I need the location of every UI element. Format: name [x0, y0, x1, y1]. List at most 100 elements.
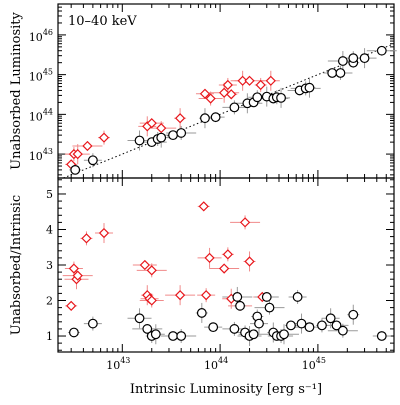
- circle-data-point: [337, 56, 348, 66]
- x-tick-label: 1045: [302, 356, 326, 372]
- circle-data-point: [325, 313, 336, 324]
- circle-data-point: [304, 322, 315, 333]
- circle-data-point: [348, 53, 359, 64]
- circle-data-point: [317, 320, 327, 331]
- circle-data-point: [210, 112, 221, 123]
- bottom-panel: [57, 177, 395, 353]
- diamond-data-point: [174, 113, 186, 124]
- circle-data-point: [337, 325, 348, 336]
- one-to-one-reference-line: [63, 43, 395, 179]
- y-tick-label: 1045: [29, 68, 53, 84]
- circle-data-point: [87, 155, 98, 166]
- circle-data-point: [279, 329, 289, 340]
- bottom-panel-markers: [66, 201, 387, 341]
- diamond-data-point: [81, 233, 92, 244]
- y-tick-label: 1: [46, 330, 53, 343]
- bottom-panel-ticks: [58, 178, 395, 352]
- x-tick-label: 1044: [204, 356, 228, 372]
- circle-data-point: [229, 324, 240, 334]
- circle-data-point: [70, 164, 81, 175]
- diamond-data-point: [201, 290, 212, 301]
- circle-data-point: [248, 329, 259, 340]
- circle-data-point: [235, 300, 245, 311]
- energy-band-label: 10–40 keV: [68, 14, 137, 29]
- circle-data-point: [348, 309, 359, 320]
- circle-data-point: [229, 102, 240, 113]
- circle-data-point: [134, 135, 145, 146]
- diamond-data-point: [146, 118, 157, 129]
- y-tick-label: 4: [46, 223, 53, 236]
- circle-data-point: [200, 113, 210, 124]
- circle-data-point: [156, 132, 167, 143]
- circle-data-point: [176, 128, 187, 138]
- circle-data-point: [264, 302, 275, 313]
- diamond-data-point: [156, 122, 167, 134]
- diamond-data-point: [255, 79, 266, 91]
- circle-data-point: [232, 292, 243, 302]
- x-tick-label: 1043: [106, 356, 130, 372]
- top-panel: 10–40 keV: [57, 3, 397, 179]
- y-tick-label: 1046: [29, 28, 53, 44]
- diamond-data-point: [174, 290, 186, 301]
- top-panel-markers: [66, 45, 387, 175]
- circle-data-point: [376, 45, 387, 56]
- diamond-data-point: [146, 265, 157, 276]
- bottom-panel-errorbars: [62, 202, 391, 347]
- y-tick-label: 2: [46, 295, 53, 308]
- circle-data-point: [168, 130, 178, 141]
- top-y-axis-label: Unabsorbed Luminosity: [9, 12, 24, 170]
- circle-data-point: [286, 320, 296, 331]
- circle-data-point: [292, 292, 303, 302]
- diamond-data-point: [219, 263, 230, 274]
- diamond-data-point: [98, 227, 110, 239]
- diamond-data-point: [244, 75, 255, 86]
- diamond-data-point: [68, 263, 80, 274]
- y-tick-label: 1043: [29, 147, 53, 163]
- diamond-data-point: [98, 132, 110, 143]
- diamond-data-point: [205, 93, 216, 104]
- circle-data-point: [327, 68, 338, 78]
- circle-data-point: [176, 331, 187, 341]
- circle-data-point: [335, 68, 346, 78]
- diamond-data-point: [219, 87, 230, 98]
- diamond-data-point: [66, 300, 77, 311]
- circle-data-point: [87, 318, 98, 329]
- bottom-y-axis-label: Unabsorbed/Intrinsic: [9, 195, 24, 335]
- y-tick-label: 3: [46, 259, 53, 272]
- circle-data-point: [196, 308, 207, 318]
- tick-labels: 1043 1044 1045 1046 1 2 3 4 5 1043 1044 1045: [29, 28, 326, 372]
- circle-data-point: [150, 329, 161, 340]
- circle-data-point: [331, 320, 342, 331]
- diamond-data-point: [237, 75, 248, 86]
- diamond-data-point: [139, 259, 150, 271]
- circle-data-point: [168, 331, 178, 341]
- diamond-data-point: [265, 75, 276, 86]
- circle-data-point: [359, 53, 370, 64]
- diamond-data-point: [239, 217, 251, 228]
- circle-data-point: [69, 327, 79, 338]
- diamond-data-point: [146, 295, 157, 306]
- circle-data-point: [276, 92, 286, 103]
- y-tick-label: 5: [46, 188, 53, 201]
- diamond-data-point: [204, 252, 215, 264]
- diamond-data-point: [82, 140, 93, 152]
- x-axis-label: Intrinsic Luminosity [erg s⁻¹]: [130, 382, 322, 397]
- circle-data-point: [254, 318, 264, 329]
- circle-data-point: [376, 331, 387, 341]
- diamond-data-point: [222, 249, 233, 260]
- circle-data-point: [261, 292, 272, 302]
- diamond-data-point: [244, 256, 255, 267]
- circle-data-point: [304, 82, 315, 93]
- diamond-data-point: [226, 89, 237, 100]
- circle-data-point: [252, 92, 263, 103]
- diamond-data-point: [72, 270, 83, 281]
- top-panel-ticks: [58, 3, 395, 178]
- circle-data-point: [296, 318, 307, 329]
- y-tick-label: 1044: [29, 107, 53, 123]
- circle-data-point: [208, 322, 219, 333]
- circle-data-point: [134, 313, 145, 324]
- diamond-data-point: [199, 88, 211, 99]
- diamond-data-point: [72, 148, 83, 160]
